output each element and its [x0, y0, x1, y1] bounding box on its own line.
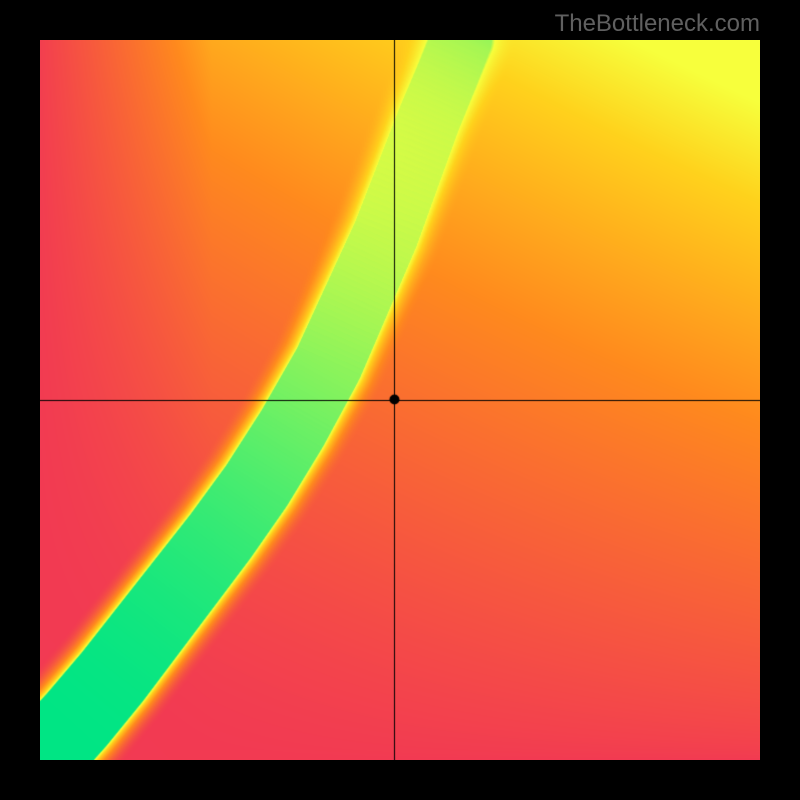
bottleneck-heatmap	[40, 40, 760, 760]
watermark-text: TheBottleneck.com	[555, 10, 760, 38]
